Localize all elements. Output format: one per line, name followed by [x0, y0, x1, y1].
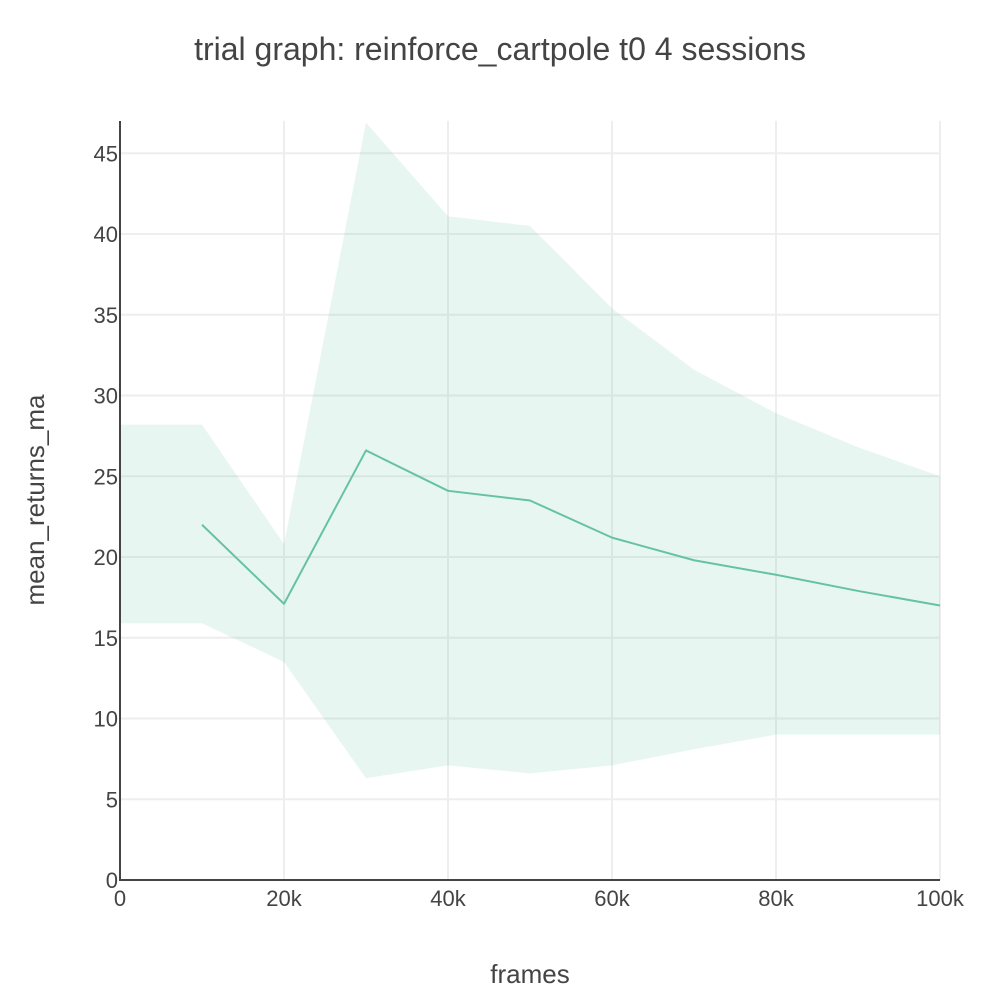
- x-tick-label: 20k: [266, 886, 302, 911]
- y-tick-label: 15: [94, 626, 118, 651]
- series-line: [201, 449, 941, 607]
- y-tick-label: 0: [106, 868, 118, 893]
- tick-labels: 0 20k 40k 60k 80k 100k 0 5 10 15 20 25 30 35 40 45: [94, 141, 965, 911]
- series-layer: [201, 449, 941, 607]
- y-tick-label: 25: [94, 464, 118, 489]
- confidence-band-layer: [120, 122, 940, 779]
- axes: [119, 121, 940, 881]
- x-tick-label: 40k: [430, 886, 466, 911]
- confidence-band: [120, 122, 940, 779]
- y-tick-label: 35: [94, 303, 118, 328]
- grid: [120, 121, 941, 880]
- x-tick-label: 100k: [916, 886, 965, 911]
- x-tick-label: 80k: [758, 886, 794, 911]
- y-tick-label: 10: [94, 707, 118, 732]
- x-tick-label: 0: [114, 886, 126, 911]
- x-tick-label: 60k: [594, 886, 630, 911]
- y-tick-label: 30: [94, 384, 118, 409]
- chart-title: trial graph: reinforce_cartpole t0 4 ses…: [194, 31, 806, 67]
- y-tick-label: 5: [106, 787, 118, 812]
- y-tick-label: 20: [94, 545, 118, 570]
- y-tick-label: 40: [94, 222, 118, 247]
- x-axis-label: frames: [490, 959, 569, 989]
- y-tick-label: 45: [94, 141, 118, 166]
- y-axis-label: mean_returns_ma: [20, 394, 50, 606]
